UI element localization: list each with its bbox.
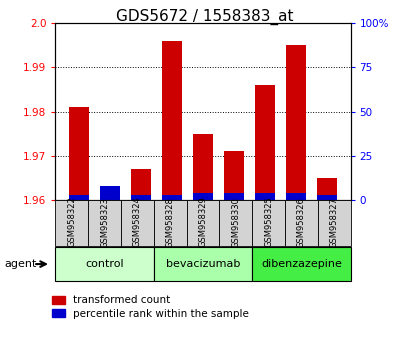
Bar	[192, 193, 213, 200]
Bar	[219, 200, 252, 246]
Bar	[153, 247, 252, 281]
Bar	[99, 186, 120, 200]
Bar	[254, 85, 274, 200]
Text: GDS5672 / 1558383_at: GDS5672 / 1558383_at	[116, 9, 293, 25]
Bar	[121, 200, 153, 246]
Text: GSM958330: GSM958330	[231, 197, 240, 247]
Bar	[192, 133, 213, 200]
Bar	[162, 41, 182, 200]
Text: control: control	[85, 259, 124, 269]
Text: GSM958325: GSM958325	[263, 197, 272, 247]
Text: agent: agent	[4, 259, 36, 269]
Text: GSM958324: GSM958324	[133, 197, 142, 247]
Bar	[55, 247, 153, 281]
Text: GSM958328: GSM958328	[165, 197, 174, 247]
Bar	[130, 169, 151, 200]
Text: GSM958327: GSM958327	[329, 197, 338, 247]
Text: GSM958323: GSM958323	[100, 197, 109, 247]
Bar	[88, 200, 121, 246]
Text: dibenzazepine: dibenzazepine	[260, 259, 341, 269]
Bar	[130, 195, 151, 200]
Bar	[69, 107, 89, 200]
Text: GSM958326: GSM958326	[296, 197, 305, 247]
Bar	[186, 200, 219, 246]
Bar	[153, 200, 186, 246]
Bar	[316, 178, 336, 200]
Bar	[284, 200, 317, 246]
Bar	[252, 200, 284, 246]
Bar	[254, 193, 274, 200]
Bar	[223, 151, 243, 200]
Bar	[223, 193, 243, 200]
Bar	[252, 247, 350, 281]
Bar	[316, 195, 336, 200]
Legend: transformed count, percentile rank within the sample: transformed count, percentile rank withi…	[52, 296, 248, 319]
Bar	[285, 45, 306, 200]
Text: GSM958329: GSM958329	[198, 197, 207, 247]
Text: GSM958322: GSM958322	[67, 197, 76, 247]
Bar	[317, 200, 350, 246]
Bar	[69, 195, 89, 200]
Text: bevacizumab: bevacizumab	[165, 259, 240, 269]
Bar	[55, 200, 88, 246]
Bar	[162, 195, 182, 200]
Bar	[285, 193, 306, 200]
